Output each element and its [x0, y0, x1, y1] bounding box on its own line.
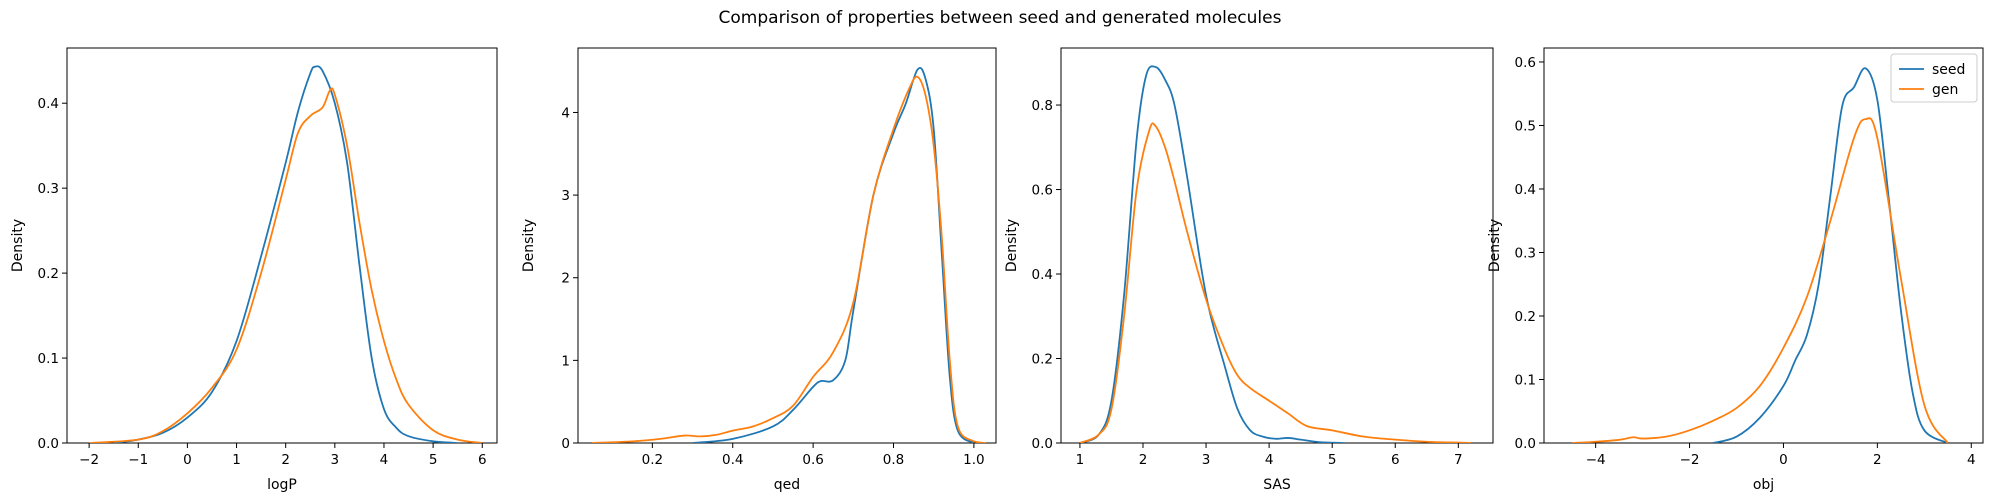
axes-frame [577, 47, 997, 444]
series-line-seed [1079, 65, 1345, 443]
subplot-logP: −2 −1 0 1 2 3 4 5 6 0.0 0.1 0.2 0.3 0.4 logP Density [10, 47, 498, 493]
y-tick-label: 3 [561, 188, 570, 204]
y-tick-label: 0.2 [1032, 352, 1053, 368]
legend-label-seed: seed [1932, 62, 1965, 78]
series-line-seed [113, 65, 458, 443]
y-tick-label: 0 [561, 436, 570, 452]
x-tick-label: 0.4 [722, 452, 743, 468]
x-tick-label: 2 [281, 452, 290, 468]
y-axis-label: Density [10, 219, 26, 272]
axes-frame [66, 47, 498, 444]
x-tick-label: 3 [331, 452, 340, 468]
y-tick-label: 0.2 [38, 266, 59, 282]
y-tick-label: 0.0 [38, 436, 59, 452]
legend-box [1890, 53, 1978, 103]
x-tick-label: 4 [380, 452, 389, 468]
y-tick-label: 0.4 [1515, 182, 1536, 198]
x-axis-label: logP [267, 477, 297, 493]
y-axis-label: Density [521, 219, 537, 272]
y-tick-label: 0.3 [1515, 245, 1536, 261]
y-tick-label: 0.0 [1515, 436, 1536, 452]
y-tick-label: 0.6 [1515, 55, 1536, 71]
series-line-gen [1079, 122, 1471, 443]
y-tick-label: 0.6 [1032, 183, 1053, 199]
subplot-SAS: 1 2 3 4 5 6 7 0.0 0.2 0.4 0.6 0.8 SAS Density [1004, 47, 1494, 493]
y-tick-label: 0.8 [1032, 98, 1053, 114]
figure-title: Comparison of properties between seed an… [718, 8, 1282, 28]
x-tick-label: 4 [1967, 452, 1976, 468]
x-tick-label: 4 [1265, 452, 1274, 468]
x-axis-label: obj [1753, 477, 1774, 493]
series-line-seed [1712, 67, 1949, 443]
x-tick-label: 7 [1454, 452, 1463, 468]
x-tick-label: 1 [232, 452, 241, 468]
axes-frame [1543, 47, 1984, 444]
axes-frame [1060, 47, 1494, 444]
y-tick-label: 1 [561, 353, 570, 369]
x-tick-label: 0.2 [642, 452, 663, 468]
series-line-gen [89, 87, 483, 443]
y-tick-label: 0.3 [38, 181, 59, 197]
y-tick-label: 0.4 [38, 96, 59, 112]
x-tick-label: 0 [183, 452, 192, 468]
x-tick-label: −4 [1586, 452, 1606, 468]
subplot-obj: −4 −2 0 2 4 0.0 0.1 0.2 0.3 0.4 0.5 0.6 obj Density se… [1487, 47, 1984, 493]
series-line-gen [592, 75, 987, 443]
x-axis-label: qed [774, 477, 800, 493]
y-tick-label: 4 [561, 105, 570, 121]
y-tick-label: 0.4 [1032, 267, 1053, 283]
x-tick-label: 3 [1202, 452, 1211, 468]
y-tick-label: 0.0 [1032, 436, 1053, 452]
x-tick-label: −2 [79, 452, 99, 468]
y-tick-label: 0.5 [1515, 118, 1536, 134]
y-tick-label: 0.1 [1515, 372, 1536, 388]
x-tick-label: 5 [429, 452, 438, 468]
x-tick-label: 2 [1873, 452, 1882, 468]
x-tick-label: 1.0 [963, 452, 984, 468]
x-tick-label: −2 [1680, 452, 1700, 468]
x-tick-label: 5 [1328, 452, 1337, 468]
x-tick-label: 0 [1779, 452, 1788, 468]
y-tick-label: 2 [561, 271, 570, 287]
x-tick-label: 0.6 [802, 452, 823, 468]
y-axis-label: Density [1487, 219, 1503, 272]
x-tick-label: 6 [1391, 452, 1400, 468]
subplot-qed: 0.2 0.4 0.6 0.8 1.0 0 1 2 3 4 qed Density [521, 47, 997, 493]
x-tick-label: 6 [478, 452, 487, 468]
y-tick-label: 0.1 [38, 351, 59, 367]
legend-label-gen: gen [1932, 82, 1958, 98]
x-axis-label: SAS [1263, 477, 1291, 493]
y-axis-label: Density [1004, 219, 1020, 272]
y-tick-label: 0.2 [1515, 309, 1536, 325]
x-tick-label: 0.8 [883, 452, 904, 468]
x-tick-label: 2 [1139, 452, 1148, 468]
x-tick-label: 1 [1076, 452, 1085, 468]
legend: seed gen [1890, 53, 1978, 103]
x-tick-label: −1 [128, 452, 148, 468]
series-line-gen [1572, 117, 1949, 443]
